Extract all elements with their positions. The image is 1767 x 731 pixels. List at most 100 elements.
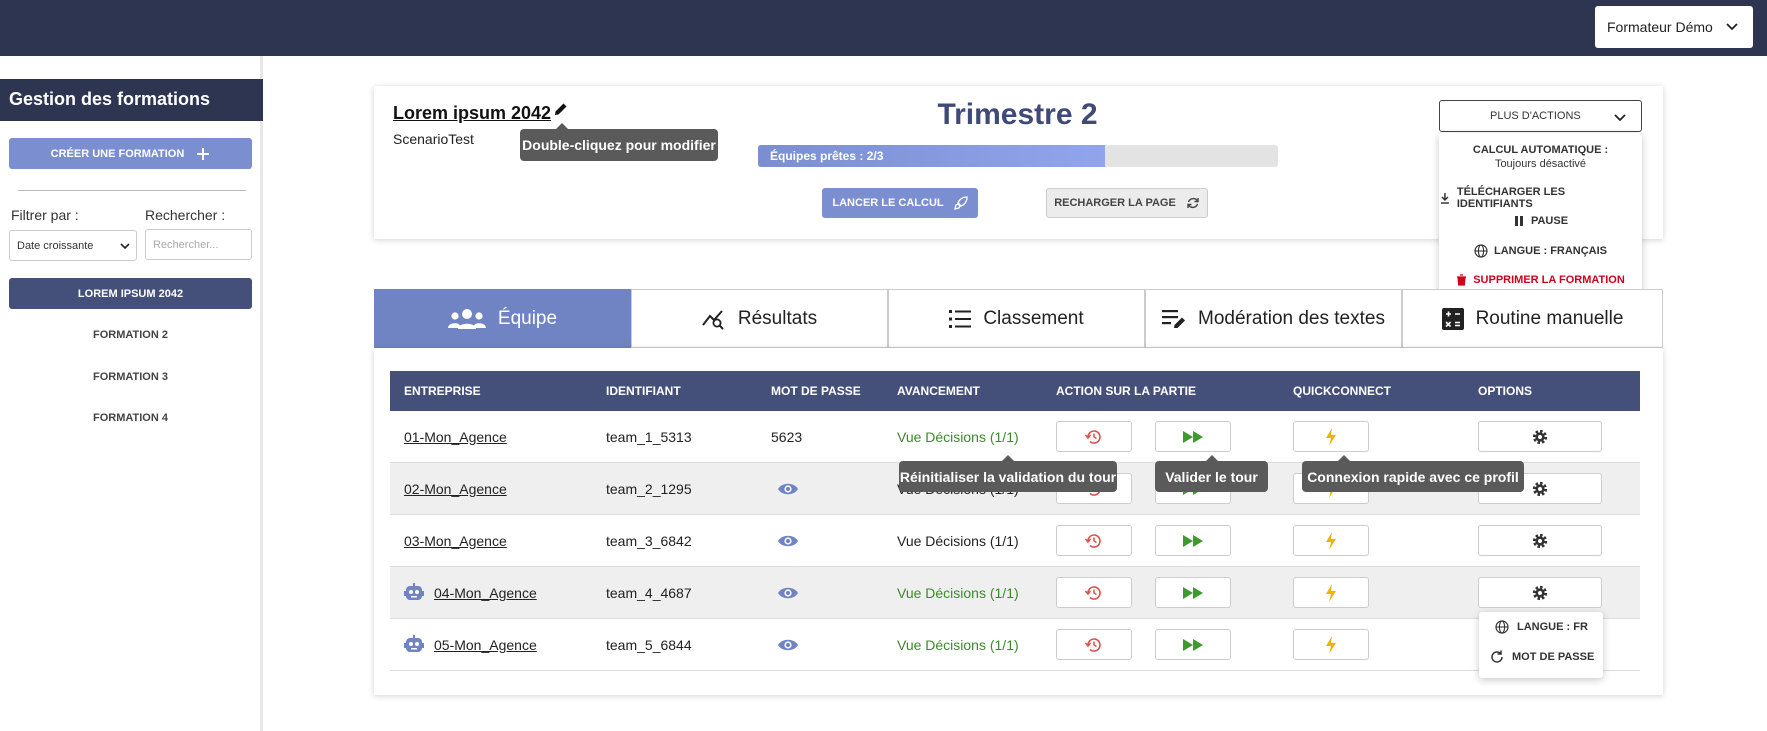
table-row: 04-Mon_Agence team_4_4687 Vue Décisions …	[390, 567, 1640, 619]
more-actions-button[interactable]: PLUS D'ACTIONS	[1439, 100, 1642, 132]
options-language-item[interactable]: LANGUE : FR	[1495, 620, 1588, 634]
edit-note-icon	[1162, 309, 1186, 328]
quickconnect-button[interactable]	[1293, 577, 1369, 608]
progress-text: Équipes prêtes : 2/3	[770, 149, 884, 163]
tab-moderation[interactable]: Modération des textes	[1145, 289, 1402, 348]
history-icon	[1085, 533, 1101, 548]
identifier: team_1_5313	[606, 429, 692, 445]
robot-icon	[404, 635, 424, 652]
company-link[interactable]: 03-Mon_Agence	[404, 533, 507, 549]
progress-status: Vue Décisions (1/1)	[897, 637, 1019, 653]
options-button[interactable]	[1478, 525, 1602, 556]
formation-item-active[interactable]: LOREM IPSUM 2042	[9, 278, 252, 309]
quickconnect-button[interactable]	[1293, 629, 1369, 660]
pencil-icon[interactable]	[553, 101, 569, 117]
tab-team[interactable]: Équipe	[374, 289, 631, 348]
sidebar: Gestion des formations CRÉER UNE FORMATI…	[0, 56, 263, 731]
col-actions: ACTION SUR LA PARTIE	[1056, 384, 1196, 398]
top-bar	[0, 0, 1767, 56]
more-actions-label: PLUS D'ACTIONS	[1490, 110, 1581, 122]
reset-turn-button[interactable]	[1056, 421, 1132, 452]
company-link[interactable]: 05-Mon_Agence	[434, 637, 537, 653]
language-label: LANGUE : FRANÇAIS	[1493, 245, 1608, 257]
bolt-icon	[1326, 427, 1336, 446]
company-link[interactable]: 04-Mon_Agence	[434, 585, 537, 601]
col-password: MOT DE PASSE	[771, 384, 861, 398]
refresh-icon	[1187, 197, 1199, 209]
gear-icon	[1532, 481, 1548, 496]
reset-turn-button[interactable]	[1056, 525, 1132, 556]
robot-icon	[404, 583, 424, 600]
progress-status: Vue Décisions (1/1)	[897, 429, 1019, 445]
chevron-down-icon	[1614, 114, 1626, 122]
download-ids-item[interactable]: TÉLÉCHARGER LES IDENTIFIANTS	[1439, 186, 1642, 210]
progress-status: Vue Décisions (1/1)	[897, 585, 1019, 601]
col-company: ENTREPRISE	[404, 384, 481, 398]
list-icon	[949, 309, 972, 328]
formation-item[interactable]: FORMATION 3	[93, 371, 168, 383]
search-input[interactable]	[145, 229, 252, 260]
pause-item[interactable]: PAUSE	[1439, 215, 1642, 227]
table-row: 03-Mon_Agence team_3_6842 Vue Décisions …	[390, 515, 1640, 567]
create-formation-button[interactable]: CRÉER UNE FORMATION	[9, 138, 252, 169]
delete-formation-label: SUPPRIMER LA FORMATION	[1473, 274, 1625, 286]
launch-calc-label: LANCER LE CALCUL	[832, 197, 944, 209]
company-link[interactable]: 02-Mon_Agence	[404, 481, 507, 497]
tab-results[interactable]: Résultats	[631, 289, 888, 348]
filter-select[interactable]: Date croissante	[9, 230, 137, 261]
options-button[interactable]	[1478, 577, 1602, 608]
identifier: team_3_6842	[606, 533, 692, 549]
identifier: team_5_6844	[606, 637, 692, 653]
options-password-item[interactable]: MOT DE PASSE	[1490, 650, 1594, 664]
session-title[interactable]: Lorem ipsum 2042	[393, 103, 552, 123]
validate-turn-button[interactable]	[1155, 577, 1231, 608]
validate-turn-tooltip: Valider le tour	[1155, 455, 1268, 492]
quickconnect-tooltip: Connexion rapide avec ce profil	[1302, 455, 1524, 492]
quickconnect-button[interactable]	[1293, 421, 1369, 452]
user-menu[interactable]: Formateur Démo	[1595, 6, 1753, 48]
tab-moderation-label: Modération des textes	[1198, 307, 1385, 329]
history-icon	[1085, 637, 1101, 652]
eye-icon[interactable]	[777, 481, 799, 497]
col-progress: AVANCEMENT	[897, 384, 980, 398]
rocket-icon	[953, 196, 968, 210]
col-options: OPTIONS	[1478, 384, 1533, 398]
quickconnect-button[interactable]	[1293, 525, 1369, 556]
delete-formation-item[interactable]: SUPPRIMER LA FORMATION	[1439, 274, 1642, 286]
validate-turn-button[interactable]	[1155, 525, 1231, 556]
auto-calc-value: Toujours désactivé	[1494, 158, 1587, 170]
more-actions-menu: CALCUL AUTOMATIQUE : Toujours désactivé …	[1439, 133, 1642, 303]
tab-manual-routine[interactable]: Routine manuelle	[1402, 289, 1663, 348]
filter-label: Filtrer par :	[11, 207, 79, 223]
sidebar-divider	[18, 190, 246, 191]
identifier: team_2_1295	[606, 481, 692, 497]
fast-forward-icon	[1183, 586, 1203, 599]
tab-ranking[interactable]: Classement	[888, 289, 1145, 348]
eye-icon[interactable]	[777, 637, 799, 653]
gear-icon	[1532, 429, 1548, 444]
tab-manual-routine-label: Routine manuelle	[1475, 307, 1624, 329]
filter-select-value: Date croissante	[17, 240, 94, 252]
auto-calc-item[interactable]: CALCUL AUTOMATIQUE : Toujours désactivé	[1439, 144, 1642, 170]
options-menu: LANGUE : FR MOT DE PASSE	[1479, 612, 1603, 678]
sidebar-title: Gestion des formations	[0, 79, 263, 121]
validate-turn-button[interactable]	[1155, 629, 1231, 660]
formation-item[interactable]: FORMATION 2	[93, 329, 168, 341]
company-link[interactable]: 01-Mon_Agence	[404, 429, 507, 445]
fast-forward-icon	[1183, 534, 1203, 547]
reload-page-button[interactable]: RECHARGER LA PAGE	[1046, 188, 1208, 218]
eye-icon[interactable]	[777, 585, 799, 601]
edit-tooltip: Double-cliquez pour modifier	[520, 123, 718, 161]
validate-turn-button[interactable]	[1155, 421, 1231, 452]
table-header: ENTREPRISE IDENTIFIANT MOT DE PASSE AVAN…	[390, 371, 1640, 411]
options-button[interactable]	[1478, 421, 1602, 452]
bolt-icon	[1326, 531, 1336, 550]
table-row: 01-Mon_Agence team_1_5313 5623 Vue Décis…	[390, 411, 1640, 463]
bolt-icon	[1326, 635, 1336, 654]
language-item[interactable]: LANGUE : FRANÇAIS	[1439, 244, 1642, 258]
launch-calc-button[interactable]: LANCER LE CALCUL	[822, 188, 978, 218]
reset-turn-button[interactable]	[1056, 577, 1132, 608]
reset-turn-button[interactable]	[1056, 629, 1132, 660]
formation-item[interactable]: FORMATION 4	[93, 412, 168, 424]
eye-icon[interactable]	[777, 533, 799, 549]
